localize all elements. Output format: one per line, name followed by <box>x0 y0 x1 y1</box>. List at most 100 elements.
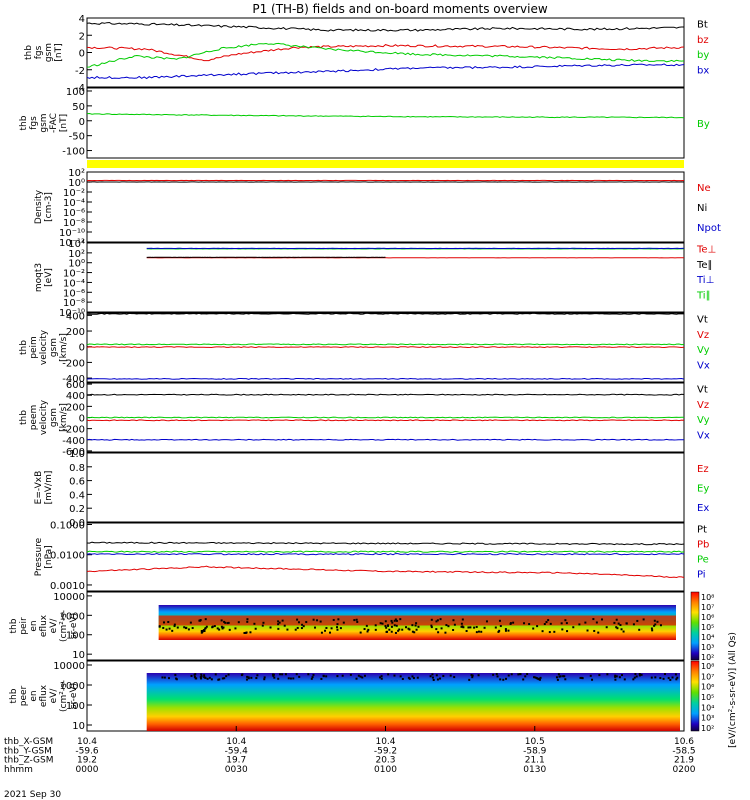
y-axis-label: gsm <box>49 338 59 357</box>
spectrogram-noise <box>468 678 471 681</box>
spectrogram-noise <box>461 618 464 621</box>
spectrogram-noise <box>286 628 289 631</box>
y-axis-label: fgs <box>29 116 39 130</box>
spectrogram-noise <box>325 626 328 629</box>
spectrogram-noise <box>539 676 542 679</box>
spectrogram-noise <box>195 677 198 680</box>
x-tick-label: 10.6 <box>674 737 694 747</box>
spectrogram-noise <box>502 678 505 681</box>
spectrogram-noise <box>510 673 513 676</box>
spectrogram-noise <box>218 678 221 681</box>
spectrogram-noise <box>322 675 325 678</box>
spectrogram-noise <box>562 675 565 678</box>
spectrogram-noise <box>385 626 388 629</box>
spectrogram-noise <box>541 630 544 633</box>
spectrogram-noise <box>312 618 315 621</box>
colorbar-gradient <box>690 591 700 661</box>
spectrogram-noise <box>589 674 592 677</box>
time-row-label: hhmm <box>4 765 33 775</box>
spectrogram-noise <box>262 621 265 624</box>
legend-entry: bx <box>697 66 709 77</box>
x-tick-label: 0000 <box>76 765 99 775</box>
colorbar-tick-label: 10⁴ <box>701 703 714 712</box>
spectrogram-noise <box>653 624 656 627</box>
y-tick-label: 10 <box>72 721 85 732</box>
spectrogram-noise <box>296 626 299 629</box>
panel-frame <box>86 591 685 661</box>
spectrogram-noise <box>363 674 366 677</box>
spectrogram-noise <box>336 626 339 629</box>
spectrogram-noise <box>381 622 384 625</box>
spectrogram-noise <box>557 673 560 676</box>
spectrogram-noise <box>640 673 643 676</box>
legend-entry: Pb <box>697 539 709 550</box>
spectrogram-noise <box>461 625 464 628</box>
spectrogram-noise <box>379 676 382 679</box>
x-tick-label: 10.4 <box>77 737 97 747</box>
spectrogram-noise <box>204 618 207 621</box>
panel-frame <box>86 522 685 592</box>
y-tick-label: 100 <box>66 631 85 642</box>
spectrogram-noise <box>444 631 447 634</box>
legend-entry: Vz <box>697 400 709 411</box>
y-tick-label: 10² <box>68 249 85 260</box>
spectrogram-noise <box>336 623 339 626</box>
y-tick-label: 10⁻⁸ <box>63 298 85 309</box>
y-axis-label: [nT] <box>59 114 69 132</box>
spectrogram-noise <box>414 624 417 627</box>
spectrogram-noise <box>341 674 344 677</box>
legend-entry: Te⊥ <box>696 245 716 256</box>
spectrogram-noise <box>605 626 608 629</box>
spectrogram-noise <box>394 618 397 621</box>
spectrogram-noise <box>277 623 280 626</box>
colorbar-tick-label: 10⁷ <box>701 672 714 681</box>
spectrogram-noise <box>663 673 666 676</box>
y-tick-label: 10⁻¹⁰ <box>59 308 85 319</box>
time-row-label: thb_Y-GSM <box>4 746 52 756</box>
y-tick-label: -4 <box>75 83 85 94</box>
legend-entry: Vx <box>697 361 710 372</box>
spectrogram-noise <box>412 677 415 680</box>
y-tick-label: -200 <box>62 358 85 369</box>
y-tick-label: 0.0010 <box>50 581 85 592</box>
spectrogram-noise <box>477 630 480 633</box>
colorbar-tick-label: 10² <box>701 724 714 733</box>
spectrogram-noise <box>336 675 339 678</box>
spectrogram-noise <box>536 625 539 628</box>
colorbar-gradient <box>690 660 700 732</box>
panel-peim: 400 200 0 -200 -400 thb peim velocity gsm [km/s] V… <box>19 311 710 385</box>
y-axis-label: gsm <box>44 43 54 62</box>
spectrogram-noise <box>601 618 604 621</box>
y-tick-label: 0.0100 <box>50 551 85 562</box>
y-tick-label: 10⁰ <box>68 259 85 270</box>
spectrogram-noise <box>263 676 266 679</box>
spectrogram-noise <box>559 675 562 678</box>
spectrogram-noise <box>300 627 303 630</box>
spectrogram-noise <box>214 673 217 676</box>
spectrogram-noise <box>565 622 568 625</box>
spectrogram-noise <box>342 621 345 624</box>
spectrogram-noise <box>174 673 177 676</box>
y-axis-label: eV/ <box>49 618 59 634</box>
y-tick-label: -600 <box>62 447 85 458</box>
spectrogram-noise <box>292 677 295 680</box>
spectrogram-noise <box>653 619 656 622</box>
spectrogram-noise <box>246 620 249 623</box>
spectrogram-noise <box>272 673 275 676</box>
y-tick-label: 1000 <box>60 681 85 692</box>
spectrogram-noise <box>203 674 206 677</box>
x-tick-label: -58.9 <box>523 746 547 756</box>
spectrogram-noise <box>191 627 194 630</box>
colorbar-tick-label: 10⁵ <box>701 693 714 702</box>
spectrogram-noise <box>465 629 468 632</box>
spectrogram-noise <box>217 678 220 681</box>
panel-efield: 1.0 0.8 0.6 0.4 0.2 0.0 E=-VxB [mV/m] Ez Ey Ex <box>34 449 709 529</box>
spectrogram-noise <box>187 628 190 631</box>
spectrogram-noise <box>205 625 208 628</box>
spectrogram-noise <box>184 627 187 630</box>
spectrogram-noise <box>615 675 618 678</box>
y-axis-label: [nPa] <box>44 545 54 568</box>
spectrogram-noise <box>449 674 452 677</box>
